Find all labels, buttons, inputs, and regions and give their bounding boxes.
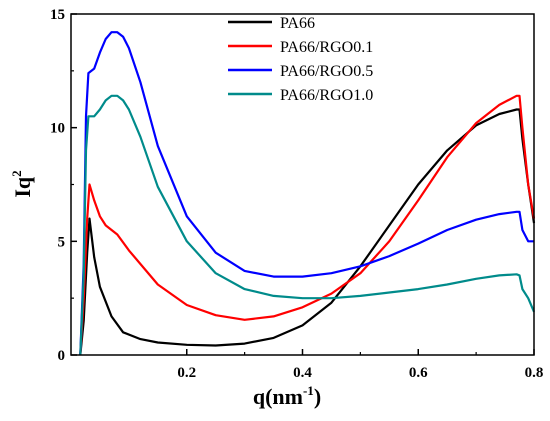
x-axis-title-sup: -1 [303,383,314,398]
series-line-2 [79,31,534,356]
y-tick-label: 5 [58,234,66,250]
legend: PA66 PA66/RGO0.1 PA66/RGO0.5 PA66/RGO1.0 [228,15,373,104]
y-tick-label: 15 [50,7,65,23]
y-axis-title-sup: 2 [9,170,24,177]
y-axis-title-main: Iq [10,176,35,198]
series-line-1 [79,94,536,356]
x-axis-title-tail: ) [314,384,321,409]
x-axis-title: q(nm-1) [253,383,321,409]
series-line-3 [79,94,536,356]
y-tick-label: 10 [50,121,65,137]
x-tick-label: 0.4 [293,365,312,381]
legend-label-3: PA66/RGO1.0 [280,87,373,104]
legend-label-0: PA66 [280,15,315,32]
x-tick-label: 0.6 [409,365,428,381]
series-line-0 [79,108,536,356]
y-axis-title: Iq2 [9,170,35,197]
x-axis-title-main: q(nm [253,384,303,409]
legend-label-1: PA66/RGO0.1 [280,39,373,56]
x-tick-label: 0.2 [177,365,196,381]
series-layer [79,31,536,356]
legend-label-2: PA66/RGO0.5 [280,63,373,80]
ticks-layer: 0.2 0.4 0.6 0.8 0 5 10 15 [50,7,543,381]
x-tick-label: 0.8 [525,365,544,381]
y-tick-label: 0 [58,348,66,364]
